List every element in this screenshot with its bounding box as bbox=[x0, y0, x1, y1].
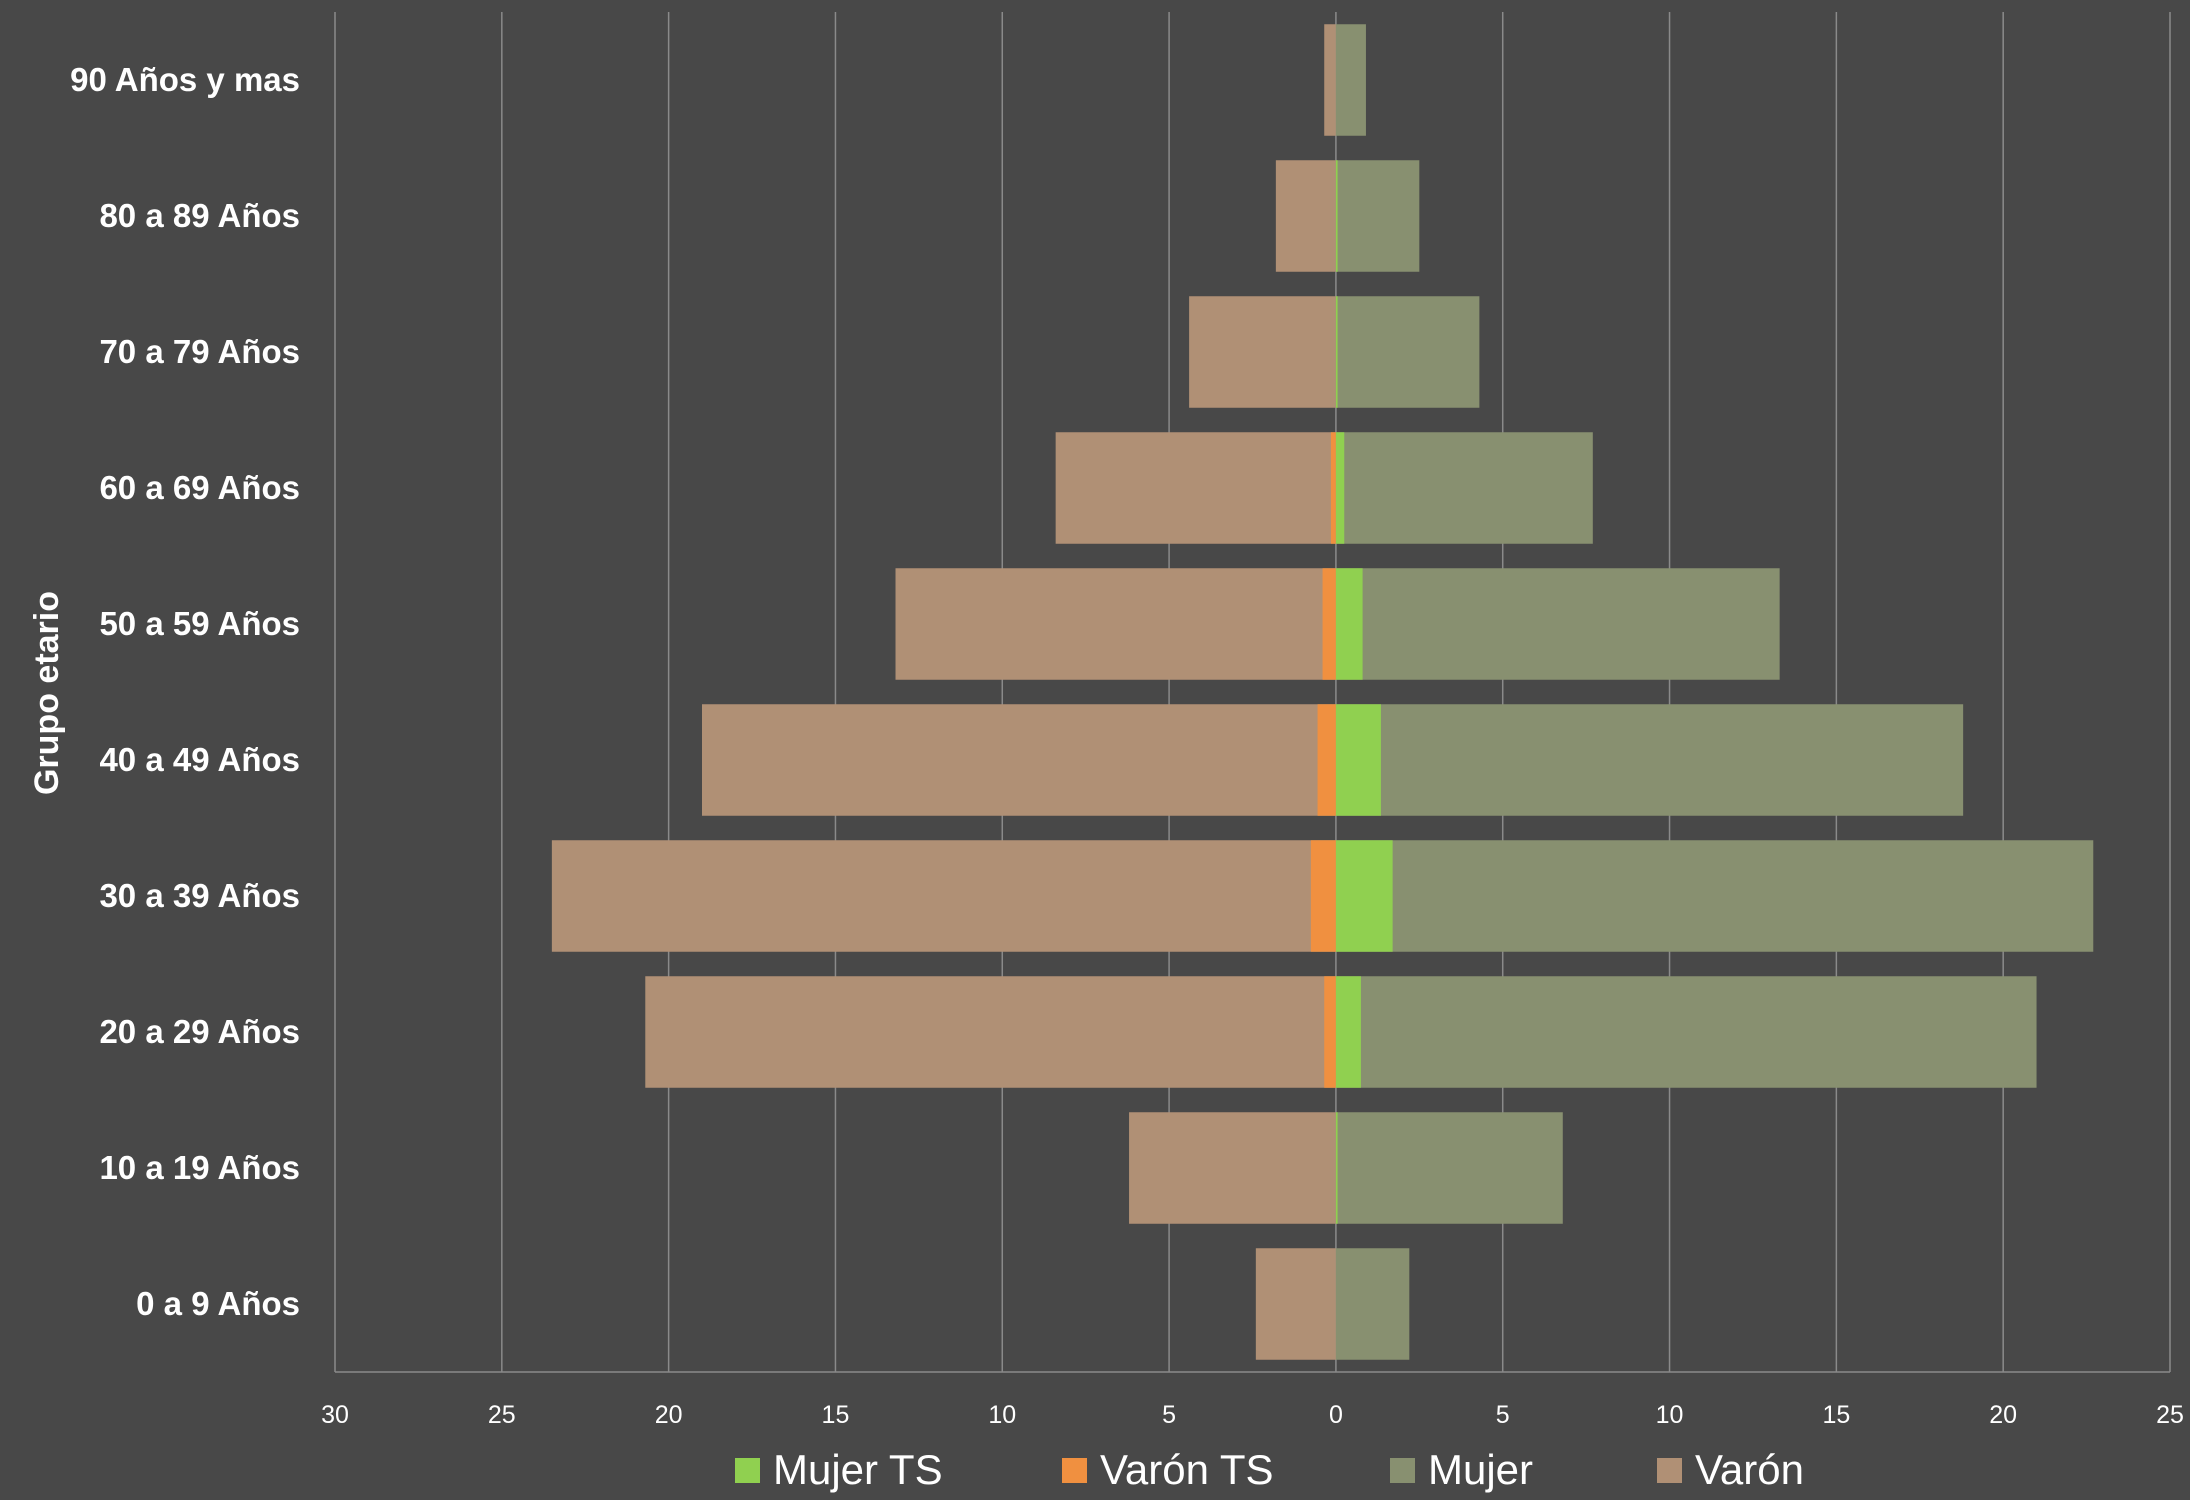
x-tick-label: 15 bbox=[1822, 1401, 1850, 1429]
x-tick-label: 25 bbox=[2156, 1401, 2184, 1429]
legend-swatch bbox=[1390, 1458, 1415, 1483]
bar-var-n-ts-6 bbox=[1330, 432, 1336, 544]
bar-mujer-6 bbox=[1335, 432, 1593, 544]
bar-mujer-ts-3 bbox=[1335, 840, 1393, 952]
legend-label: Varón bbox=[1695, 1446, 1804, 1493]
bar-var-n-4 bbox=[702, 704, 1336, 816]
bar-mujer-ts-7 bbox=[1335, 296, 1338, 408]
bar-mujer-ts-5 bbox=[1335, 568, 1363, 680]
bar-mujer-5 bbox=[1335, 568, 1780, 680]
bar-var-n-1 bbox=[1129, 1112, 1336, 1224]
x-tick-label: 20 bbox=[1989, 1401, 2017, 1429]
bar-mujer-7 bbox=[1335, 296, 1480, 408]
bar-var-n-9 bbox=[1324, 24, 1336, 136]
x-tick-label: 0 bbox=[1329, 1401, 1343, 1429]
bar-mujer-0 bbox=[1335, 1248, 1410, 1360]
legend-label: Mujer bbox=[1428, 1446, 1533, 1493]
x-tick-label: 10 bbox=[988, 1401, 1016, 1429]
x-tick-label: 5 bbox=[1496, 1401, 1510, 1429]
legend-swatch bbox=[1062, 1458, 1087, 1483]
bar-mujer-2 bbox=[1335, 976, 2037, 1088]
bar-var-n-5 bbox=[895, 568, 1336, 680]
category-label: 10 a 19 Años bbox=[99, 1149, 300, 1186]
grid-lines bbox=[334, 12, 2171, 1373]
category-label: 60 a 69 Años bbox=[99, 469, 300, 506]
x-tick-label: 10 bbox=[1656, 1401, 1684, 1429]
bars bbox=[551, 24, 2094, 1360]
bar-var-n-0 bbox=[1255, 1248, 1336, 1360]
category-labels: 0 a 9 Años 10 a 19 Años 20 a 29 Años 30 a 3… bbox=[70, 61, 300, 1322]
y-axis-label: Grupo etario bbox=[28, 591, 66, 795]
bar-mujer-ts-4 bbox=[1335, 704, 1381, 816]
bar-var-n-6 bbox=[1055, 432, 1336, 544]
bar-var-n-ts-3 bbox=[1310, 840, 1336, 952]
bar-mujer-9 bbox=[1335, 24, 1366, 136]
bar-mujer-ts-2 bbox=[1335, 976, 1361, 1088]
bar-var-n-7 bbox=[1189, 296, 1336, 408]
bar-mujer-ts-1 bbox=[1335, 1112, 1338, 1224]
category-label: 50 a 59 Años bbox=[99, 605, 300, 642]
bar-var-n-8 bbox=[1275, 160, 1336, 272]
bar-mujer-3 bbox=[1335, 840, 2094, 952]
bar-var-n-3 bbox=[551, 840, 1336, 952]
category-label: 80 a 89 Años bbox=[99, 197, 300, 234]
legend-swatch bbox=[1657, 1458, 1682, 1483]
bar-var-n-ts-2 bbox=[1324, 976, 1336, 1088]
bar-mujer-ts-6 bbox=[1335, 432, 1345, 544]
x-tick-labels: 30 25 20 15 10 5 0 5 10 15 20 25 bbox=[321, 1401, 2184, 1429]
legend: Mujer TS Varón TS Mujer Varón bbox=[735, 1446, 1804, 1493]
legend-label: Varón TS bbox=[1100, 1446, 1274, 1493]
bar-mujer-8 bbox=[1335, 160, 1420, 272]
x-tick-label: 30 bbox=[321, 1401, 349, 1429]
category-label: 0 a 9 Años bbox=[136, 1285, 300, 1322]
category-label: 30 a 39 Años bbox=[99, 877, 300, 914]
category-label: 20 a 29 Años bbox=[99, 1013, 300, 1050]
x-tick-label: 5 bbox=[1162, 1401, 1176, 1429]
x-tick-label: 15 bbox=[822, 1401, 850, 1429]
x-tick-label: 20 bbox=[655, 1401, 683, 1429]
bar-var-n-ts-4 bbox=[1317, 704, 1336, 816]
legend-label: Mujer TS bbox=[773, 1446, 943, 1493]
bar-mujer-ts-8 bbox=[1335, 160, 1338, 272]
category-label: 70 a 79 Años bbox=[99, 333, 300, 370]
category-label: 90 Años y mas bbox=[70, 61, 300, 98]
bar-mujer-1 bbox=[1335, 1112, 1563, 1224]
bar-var-n-2 bbox=[645, 976, 1336, 1088]
x-tick-label: 25 bbox=[488, 1401, 516, 1429]
bar-var-n-ts-5 bbox=[1322, 568, 1336, 680]
category-label: 40 a 49 Años bbox=[99, 741, 300, 778]
bar-mujer-4 bbox=[1335, 704, 1964, 816]
legend-swatch bbox=[735, 1458, 760, 1483]
